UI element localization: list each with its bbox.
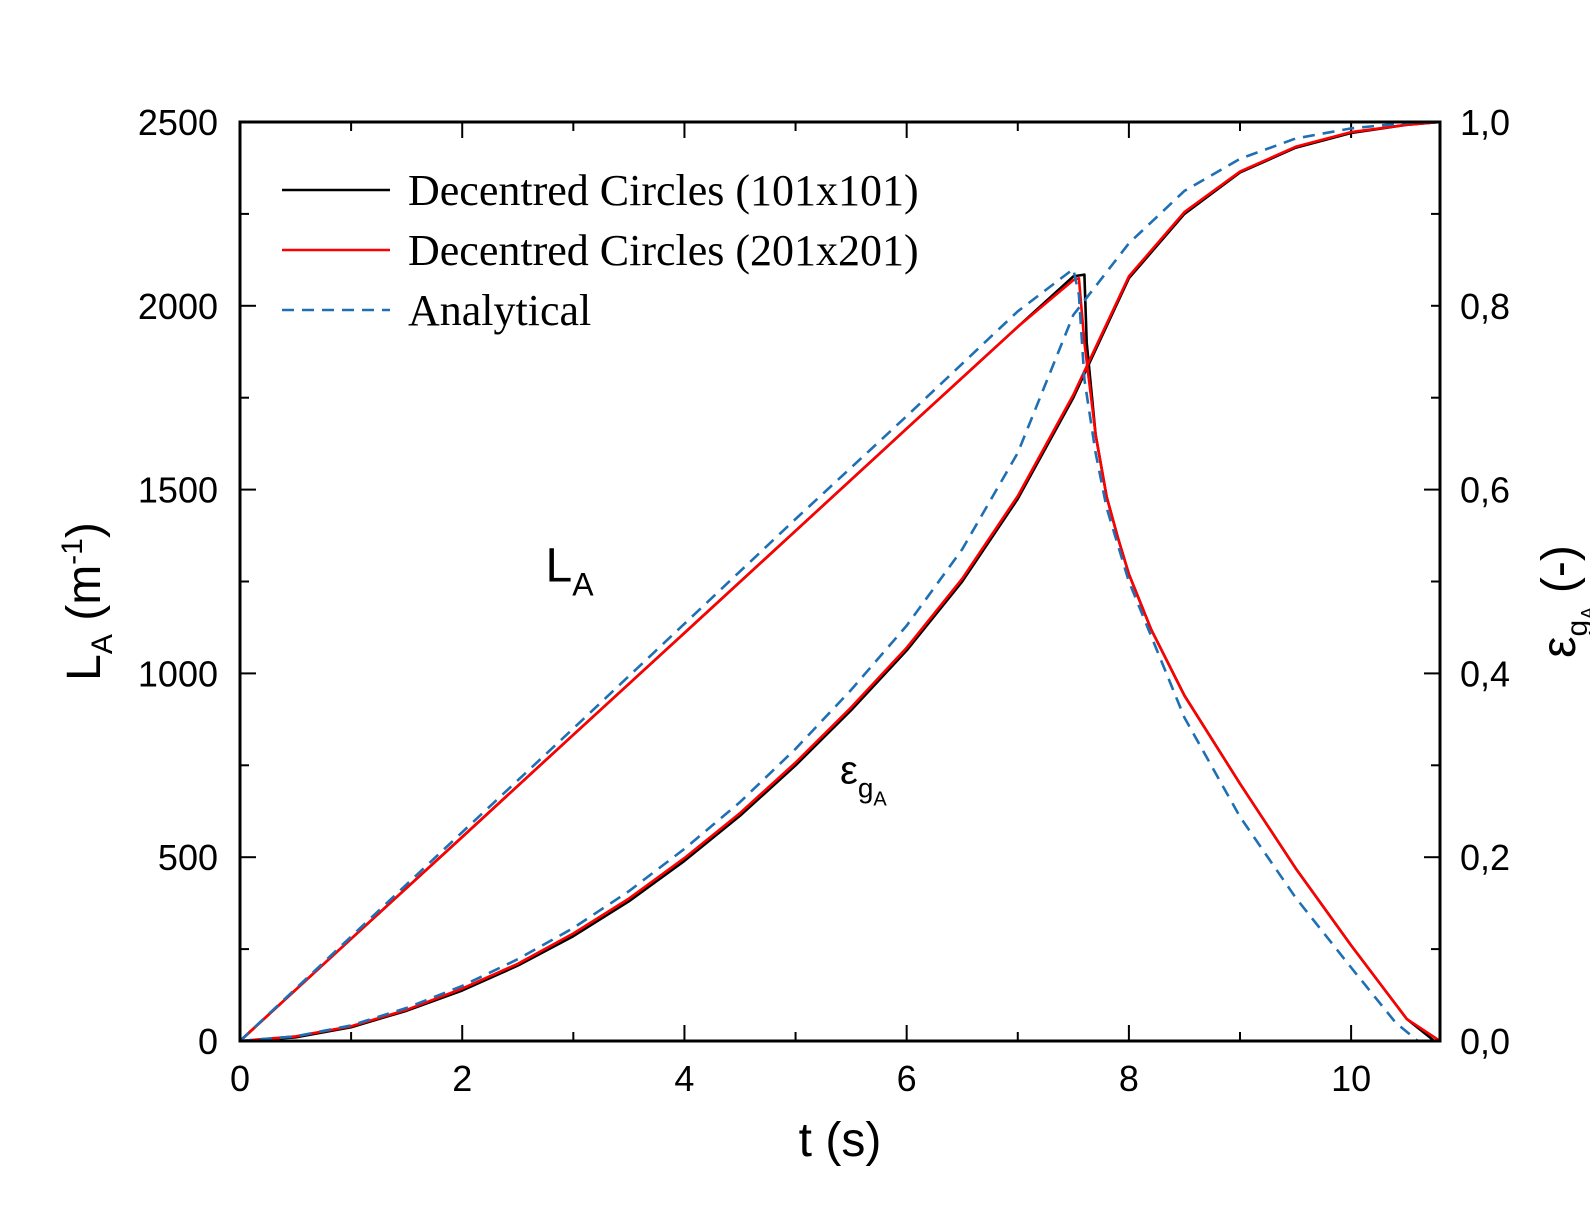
x-tick-label: 10 xyxy=(1331,1058,1371,1099)
x-tick-label: 8 xyxy=(1119,1058,1139,1099)
y-right-title-subsub: A xyxy=(1578,606,1590,620)
annotation-label: εgA xyxy=(840,749,887,811)
y-left-title-unit: (m xyxy=(58,565,111,634)
x-tick-label: 0 xyxy=(230,1058,250,1099)
y-right-title-unit: (-) xyxy=(1533,545,1586,606)
y-left-tick-label: 2000 xyxy=(138,286,218,327)
annotation-sub: A xyxy=(572,567,594,603)
y-left-tick-label: 1500 xyxy=(138,470,218,511)
y-right-tick-label: 0,0 xyxy=(1460,1021,1510,1062)
series-line-eps-1 xyxy=(239,120,1441,1043)
y-right-tick-label: 0,6 xyxy=(1460,470,1510,511)
annotation-sub: g xyxy=(858,773,874,804)
x-tick-labels: 0 2 4 6 8 10 xyxy=(230,1058,1371,1099)
y-right-tick-label: 0,2 xyxy=(1460,837,1510,878)
series-line-la-1 xyxy=(239,276,1441,1043)
y-left-title-sub: A xyxy=(86,634,119,654)
y-right-tick-label: 1,0 xyxy=(1460,102,1510,143)
y-right-title-main: ε xyxy=(1533,636,1586,657)
y-right-tick-label: 0,8 xyxy=(1460,286,1510,327)
annotation-main: L xyxy=(546,540,573,593)
y-left-tick-label: 500 xyxy=(158,837,218,878)
x-tick-label: 4 xyxy=(674,1058,694,1099)
series-line-la-2 xyxy=(239,267,1419,1043)
y-left-tick-label: 1000 xyxy=(138,653,218,694)
legend: Decentred Circles (101x101) Decentred Cir… xyxy=(282,166,919,335)
y-left-title-unit-sup: -1 xyxy=(56,538,89,565)
y-left-title-main: L xyxy=(58,654,111,681)
y-left-title-unit-close: ) xyxy=(58,522,111,538)
annotation-label: LA xyxy=(546,540,595,603)
series-line-la-0 xyxy=(239,273,1436,1043)
annotation-subsub: A xyxy=(873,789,887,811)
x-axis-title: t (s) xyxy=(799,1114,882,1167)
plot-frame xyxy=(238,120,1442,1043)
series-line-eps-2 xyxy=(239,120,1441,1043)
legend-label: Decentred Circles (201x201) xyxy=(408,226,919,275)
legend-label: Analytical xyxy=(408,286,591,335)
annotation-main: ε xyxy=(840,749,858,793)
series-layer xyxy=(239,120,1441,1043)
legend-label: Decentred Circles (101x101) xyxy=(408,166,919,215)
y-left-axis-title: LA (m-1) xyxy=(56,522,119,681)
x-tick-label: 2 xyxy=(452,1058,472,1099)
y-left-tick-label: 2500 xyxy=(138,102,218,143)
y-left-tick-label: 0 xyxy=(198,1021,218,1062)
y-right-tick-label: 0,4 xyxy=(1460,653,1510,694)
y-right-tick-labels: 0,0 0,2 0,4 0,6 0,8 1,0 xyxy=(1460,102,1510,1062)
y-right-axis-title: εgA (-) xyxy=(1533,545,1590,658)
x-tick-label: 6 xyxy=(897,1058,917,1099)
y-left-tick-labels: 0 500 1000 1500 2000 2500 xyxy=(138,102,218,1062)
y-right-title-sub: g xyxy=(1561,620,1590,637)
